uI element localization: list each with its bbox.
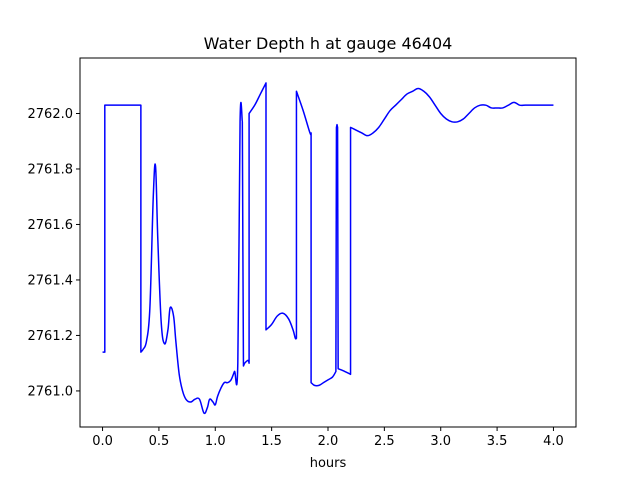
x-tick-label: 3.0 <box>430 434 451 449</box>
plot-area <box>102 82 554 415</box>
y-tick-label: 2761.2 <box>28 329 74 344</box>
y-tick-label: 2762.0 <box>28 107 74 122</box>
series-line-0 <box>102 82 554 415</box>
y-tick-label: 2761.4 <box>28 273 74 288</box>
x-axis-label: hours <box>310 456 347 471</box>
x-tick-label: 3.5 <box>487 434 508 449</box>
y-axis: 2761.0 2761.2 2761.4 2761.6 2761.8 2762.0 <box>28 107 80 399</box>
x-tick-label: 4.0 <box>543 434 564 449</box>
x-tick-label: 1.0 <box>205 434 226 449</box>
y-tick-label: 2761.0 <box>28 384 74 399</box>
x-tick-label: 1.5 <box>261 434 282 449</box>
y-tick-label: 2761.8 <box>28 162 74 177</box>
chart-title: Water Depth h at gauge 46404 <box>204 34 453 53</box>
x-tick-label: 0.5 <box>149 434 170 449</box>
x-tick-label: 2.5 <box>374 434 395 449</box>
x-axis: 0.0 0.5 1.0 1.5 2.0 2.5 3.0 3.5 4.0 <box>92 427 564 449</box>
x-tick-label: 0.0 <box>92 434 113 449</box>
y-tick-label: 2761.6 <box>28 218 74 233</box>
x-tick-label: 2.0 <box>318 434 339 449</box>
